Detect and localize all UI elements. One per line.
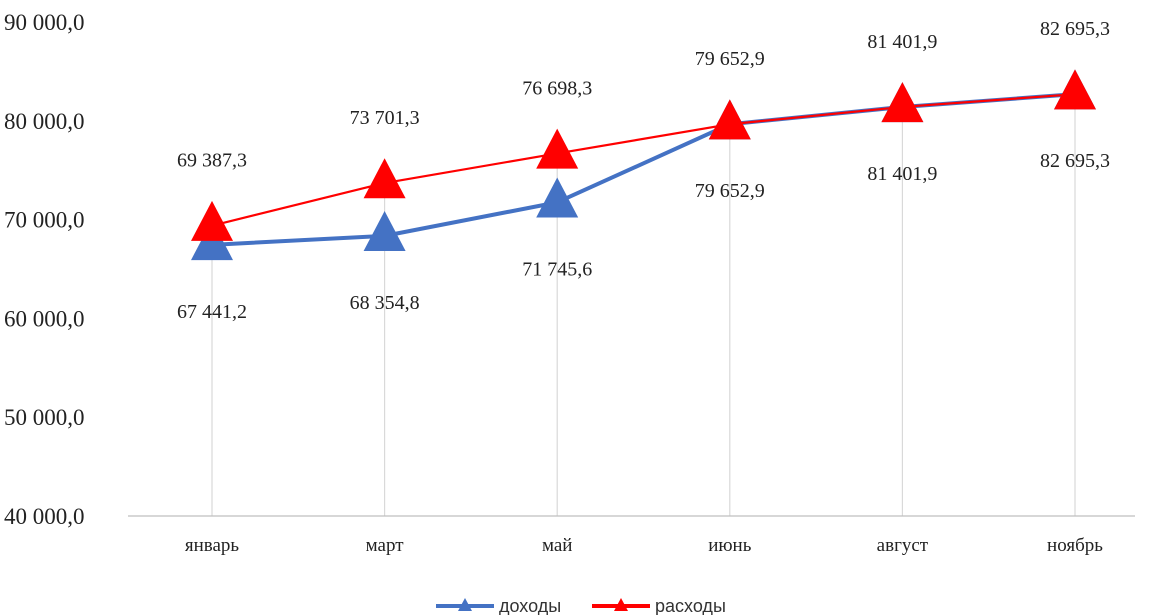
data-label-expenses: 76 698,3	[522, 77, 592, 99]
data-label-expenses: 79 652,9	[695, 48, 765, 70]
y-tick-label: 60 000,0	[4, 306, 85, 331]
marker-expenses	[881, 82, 924, 123]
marker-expenses	[363, 158, 406, 199]
y-tick-label: 90 000,0	[4, 10, 85, 35]
data-label-expenses: 82 695,3	[1040, 18, 1110, 40]
legend-label-income: доходы	[499, 596, 561, 615]
legend-triangle-icon	[614, 597, 628, 611]
x-tick-label: январь	[185, 535, 240, 556]
data-label-expenses: 81 401,9	[867, 31, 937, 53]
marker-income	[363, 211, 406, 252]
data-labels: 67 441,2 68 354,8 71 745,6 79 652,9 81 401,9…	[177, 18, 1110, 323]
data-label-income: 67 441,2	[177, 301, 247, 323]
x-tick-label: август	[877, 535, 929, 556]
x-tick-label: ноябрь	[1047, 535, 1103, 556]
axes: 40 000,0 50 000,0 60 000,0 70 000,0 80 000,0…	[4, 10, 1135, 556]
series-markers	[191, 69, 1096, 261]
marker-expenses	[708, 99, 751, 140]
data-label-expenses: 69 387,3	[177, 150, 247, 172]
legend-label-expenses: расходы	[655, 596, 726, 615]
y-tick-label: 40 000,0	[4, 504, 85, 529]
marker-expenses	[191, 200, 233, 241]
y-tick-label: 80 000,0	[4, 109, 85, 134]
series-line-expenses	[211, 93, 1076, 227]
data-label-income: 68 354,8	[350, 292, 420, 314]
legend-triangle-icon	[458, 597, 472, 611]
series-line-income	[211, 92, 1076, 247]
data-label-income: 71 745,6	[522, 258, 592, 280]
marker-income	[536, 177, 579, 218]
data-label-income: 82 695,3	[1040, 150, 1110, 172]
gridlines	[211, 94, 1076, 516]
data-label-income: 79 652,9	[695, 180, 765, 202]
marker-expenses	[536, 128, 579, 169]
y-tick-label: 50 000,0	[4, 405, 85, 430]
marker-expenses	[1054, 69, 1096, 110]
x-tick-label: июнь	[708, 535, 752, 556]
data-label-expenses: 73 701,3	[350, 107, 420, 129]
series-lines	[211, 92, 1076, 247]
x-tick-label: май	[542, 535, 573, 556]
x-tick-label: март	[366, 535, 405, 556]
legend: доходы расходы	[436, 596, 726, 615]
data-label-income: 81 401,9	[867, 163, 937, 185]
y-tick-label: 70 000,0	[4, 208, 85, 233]
